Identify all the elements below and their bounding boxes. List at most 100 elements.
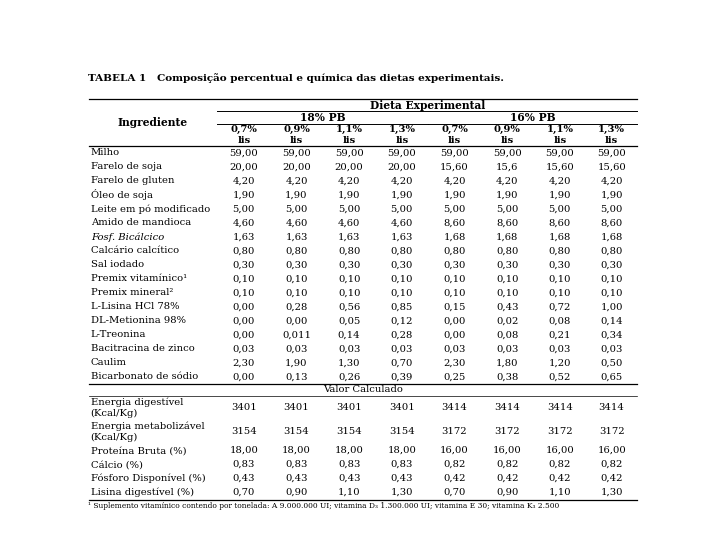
Text: 1,30: 1,30 [338,358,360,367]
Text: DL-Metionina 98%: DL-Metionina 98% [91,316,185,325]
Text: 3154: 3154 [336,427,362,436]
Text: 0,43: 0,43 [338,474,360,483]
Text: 3401: 3401 [284,403,309,412]
Text: 0,10: 0,10 [338,288,360,297]
Text: 18,00: 18,00 [335,446,364,455]
Text: 0,65: 0,65 [600,372,623,381]
Text: 0,85: 0,85 [391,302,413,311]
Text: 4,20: 4,20 [391,176,413,185]
Text: 5,00: 5,00 [443,205,466,214]
Text: 0,14: 0,14 [600,316,623,325]
Text: 0,56: 0,56 [338,302,360,311]
Text: 0,42: 0,42 [549,474,571,483]
Text: 0,10: 0,10 [391,288,413,297]
Text: 0,15: 0,15 [443,302,466,311]
Text: 8,60: 8,60 [496,218,518,227]
Text: 59,00: 59,00 [493,148,522,158]
Text: 1,90: 1,90 [285,191,308,199]
Text: 0,70: 0,70 [443,488,466,497]
Text: 15,60: 15,60 [598,162,626,171]
Text: 5,00: 5,00 [338,205,360,214]
Text: 0,00: 0,00 [443,330,466,339]
Text: 0,011: 0,011 [282,330,311,339]
Text: 4,60: 4,60 [391,218,413,227]
Text: 4,60: 4,60 [285,218,308,227]
Text: 0,10: 0,10 [391,274,413,284]
Text: 1,90: 1,90 [338,191,360,199]
Text: 0,42: 0,42 [600,474,623,483]
Text: 0,52: 0,52 [549,372,571,381]
Text: Óleo de soja: Óleo de soja [91,190,153,200]
Text: 0,82: 0,82 [549,460,571,469]
Text: 0,80: 0,80 [549,246,571,255]
Text: 0,21: 0,21 [549,330,571,339]
Text: 5,00: 5,00 [233,205,255,214]
Text: 18% PB: 18% PB [300,112,346,123]
Text: 20,00: 20,00 [335,162,363,171]
Text: 0,10: 0,10 [285,274,308,284]
Text: Energia metabolizável
(Kcal/Kg): Energia metabolizável (Kcal/Kg) [91,421,205,442]
Text: 1,68: 1,68 [496,232,518,241]
Text: 1,10: 1,10 [549,488,571,497]
Text: 0,10: 0,10 [285,288,308,297]
Text: 0,10: 0,10 [600,274,623,284]
Text: 0,12: 0,12 [391,316,413,325]
Text: 18,00: 18,00 [282,446,311,455]
Text: 0,30: 0,30 [443,261,466,269]
Text: 0,30: 0,30 [285,261,308,269]
Text: 3401: 3401 [336,403,362,412]
Text: 0,10: 0,10 [338,274,360,284]
Text: 1,63: 1,63 [391,232,413,241]
Text: 8,60: 8,60 [443,218,466,227]
Text: 0,00: 0,00 [443,316,466,325]
Text: 1,90: 1,90 [496,191,518,199]
Text: 0,90: 0,90 [285,488,308,497]
Text: 0,80: 0,80 [391,246,413,255]
Text: 0,39: 0,39 [391,372,413,381]
Text: 3414: 3414 [442,403,467,412]
Text: 15,60: 15,60 [440,162,469,171]
Text: 0,10: 0,10 [496,288,518,297]
Text: 1,3%
lis: 1,3% lis [598,125,625,145]
Text: 5,00: 5,00 [496,205,518,214]
Text: ¹ Suplemento vitamínico contendo por tonelada: A 9.000.000 UI; vitamina D₃ 1.300: ¹ Suplemento vitamínico contendo por ton… [88,502,560,511]
Text: 5,00: 5,00 [391,205,413,214]
Text: 0,03: 0,03 [233,344,255,353]
Text: Bacitracina de zinco: Bacitracina de zinco [91,344,195,353]
Text: 0,02: 0,02 [496,316,518,325]
Text: Premix vitamínico¹: Premix vitamínico¹ [91,274,187,284]
Text: 15,6: 15,6 [496,162,518,171]
Text: 0,7%
lis: 0,7% lis [441,125,468,145]
Text: 0,10: 0,10 [443,274,466,284]
Text: 1,90: 1,90 [443,191,466,199]
Text: 3414: 3414 [547,403,573,412]
Text: 0,82: 0,82 [443,460,466,469]
Text: Energia digestível
(Kcal/Kg): Energia digestível (Kcal/Kg) [91,397,183,418]
Text: 18,00: 18,00 [387,446,416,455]
Text: 0,80: 0,80 [600,246,623,255]
Text: 3172: 3172 [494,427,520,436]
Text: TABELA 1   Composição percentual e química das dietas experimentais.: TABELA 1 Composição percentual e química… [88,73,505,83]
Text: 16,00: 16,00 [545,446,574,455]
Text: 1,30: 1,30 [600,488,623,497]
Text: 0,7%
lis: 0,7% lis [230,125,257,145]
Text: 3154: 3154 [284,427,309,436]
Text: 0,80: 0,80 [338,246,360,255]
Text: 4,20: 4,20 [285,176,308,185]
Text: 0,70: 0,70 [233,488,255,497]
Text: 0,30: 0,30 [496,261,518,269]
Text: 3414: 3414 [599,403,624,412]
Text: 0,26: 0,26 [338,372,360,381]
Text: 0,03: 0,03 [338,344,360,353]
Text: 59,00: 59,00 [387,148,416,158]
Text: 0,10: 0,10 [232,274,255,284]
Text: 5,00: 5,00 [549,205,571,214]
Text: 0,10: 0,10 [443,288,466,297]
Text: Calcário calcítico: Calcário calcítico [91,246,179,255]
Text: 0,82: 0,82 [600,460,623,469]
Text: 59,00: 59,00 [598,148,626,158]
Text: 16,00: 16,00 [440,446,469,455]
Text: 1,00: 1,00 [600,302,623,311]
Text: Cálcio (%): Cálcio (%) [91,460,143,469]
Text: 2,30: 2,30 [443,358,466,367]
